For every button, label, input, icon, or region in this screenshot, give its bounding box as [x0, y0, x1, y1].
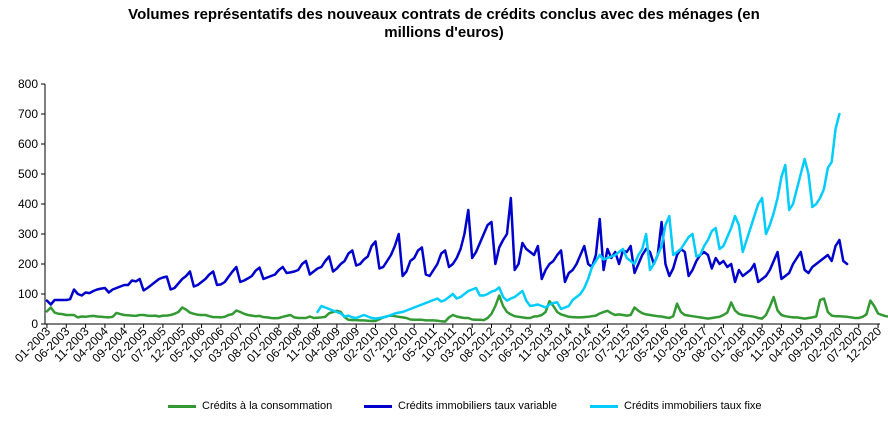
y-tick-label: 300: [18, 227, 38, 241]
series-layer: [45, 112, 888, 323]
legend-swatch-consommation: [168, 404, 196, 408]
legend-label-taux-fixe: Crédits immobiliers taux fixe: [624, 400, 762, 412]
legend-item-taux-fixe: Crédits immobiliers taux fixe: [590, 400, 762, 412]
chart-title: Volumes représentatifs des nouveaux cont…: [0, 6, 888, 42]
y-tick-label: 100: [18, 287, 38, 301]
legend-label-taux-variable: Crédits immobiliers taux variable: [398, 400, 557, 412]
y-tick-label: 400: [18, 197, 38, 211]
y-tick-label: 600: [18, 137, 38, 151]
y-tick-label: 700: [18, 107, 38, 121]
y-tick-label: 800: [18, 77, 38, 91]
y-axis: 0 100 200 300 400 500 600 700 800: [18, 77, 46, 331]
series-line-1: [45, 196, 849, 306]
x-axis: 01-200306-200311-200304-200409-200402-20…: [12, 323, 884, 365]
legend-item-taux-variable: Crédits immobiliers taux variable: [364, 400, 557, 412]
y-tick-label: 200: [18, 257, 38, 271]
legend: Crédits à la consommation Crédits immobi…: [0, 400, 888, 418]
chart-plot: 0 100 200 300 400 500 600 700 800 01-200306-2003…: [12, 77, 888, 365]
legend-swatch-taux-variable: [364, 404, 392, 408]
chart-title-line-2: millions d'euros): [384, 24, 504, 41]
series-line-0: [45, 294, 888, 323]
y-tick-label: 500: [18, 167, 38, 181]
series-line-2: [316, 112, 841, 320]
legend-label-consommation: Crédits à la consommation: [202, 400, 333, 412]
chart-title-line-1: Volumes représentatifs des nouveaux cont…: [128, 6, 760, 23]
legend-swatch-taux-fixe: [590, 404, 618, 408]
y-tick-label: 0: [31, 317, 38, 331]
legend-item-consommation: Crédits à la consommation: [168, 400, 332, 412]
